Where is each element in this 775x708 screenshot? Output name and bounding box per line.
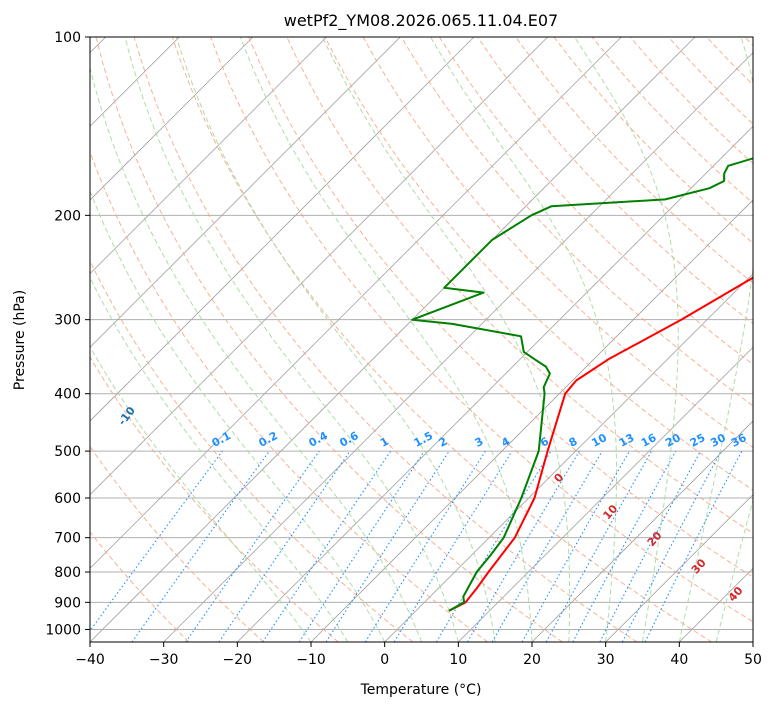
dry-adiabat-line [90, 531, 190, 642]
dry-adiabat-line [90, 150, 488, 642]
isotherm-line [605, 494, 753, 642]
dry-adiabat-line [95, 37, 563, 642]
mixing-ratio-line [572, 450, 677, 642]
y-tick-label: 200 [54, 208, 81, 224]
dry-adiabat-line [210, 37, 753, 623]
isotherm-line [384, 273, 753, 642]
x-tick-label: 0 [380, 652, 389, 668]
y-axis-label: Pressure (hPa) [12, 290, 28, 390]
y-tick-label: 700 [54, 531, 81, 547]
dry-adiabat-line [248, 37, 753, 578]
isotherm-line [90, 37, 696, 642]
isotherm-line [90, 37, 622, 569]
moist-adiabat-line [90, 65, 422, 642]
y-tick-label: 300 [54, 313, 81, 329]
moist-adiabat-line [322, 37, 571, 642]
x-axis-label: Temperature (°C) [360, 682, 482, 698]
sounding-series-line [411, 157, 753, 612]
x-tick-label: 40 [670, 652, 688, 668]
x-tick-label: −10 [296, 652, 326, 668]
plot-background [90, 37, 753, 642]
x-tick-label: 20 [523, 652, 541, 668]
moist-adiabat-line [90, 189, 386, 642]
dry-adiabat-line [324, 37, 753, 491]
dry-adiabat-line [90, 356, 339, 642]
isotherm-line [90, 37, 254, 201]
background-lines [90, 37, 753, 642]
moist-adiabat-line [239, 37, 533, 642]
x-tick-label: 30 [597, 652, 615, 668]
isotherm-line [163, 52, 753, 642]
y-tick-label: 900 [54, 595, 81, 611]
sounding-series-line [448, 276, 753, 612]
dry-adiabat-line [515, 37, 753, 284]
mixing-ratio-line [521, 450, 630, 642]
isotherm-line [90, 37, 548, 496]
y-tick-label: 600 [54, 491, 81, 507]
mixing-ratio-label: 36 [729, 431, 749, 450]
mixing-ratio-label: 20 [663, 431, 683, 450]
dry-adiabat-line [90, 259, 414, 642]
dry-adiabat-line [400, 37, 753, 407]
dry-adiabat-line [133, 37, 638, 642]
moist-adiabat-line [430, 37, 617, 642]
moist-adiabat-line [574, 37, 679, 642]
chart-title: wetPf2_YM08.2026.065.11.04.E07 [284, 11, 558, 31]
line-labels: 0.10.20.40.611.52346810131620253036-100-… [115, 404, 749, 604]
moist-adiabat-line [90, 345, 312, 642]
moist-adiabat-line [124, 37, 459, 642]
mixing-ratio-line [298, 450, 425, 642]
isotherm-line [531, 420, 753, 642]
mixing-ratio-line [325, 450, 450, 642]
mixing-ratio-label: 25 [688, 431, 708, 450]
mixing-ratio-label: 16 [639, 431, 659, 450]
moist-adiabat-line [90, 276, 349, 642]
mixing-ratio-label: 30 [708, 431, 728, 450]
y-tick-label: 800 [54, 565, 81, 581]
isotherm-line [237, 125, 753, 642]
mixing-ratio-line [218, 450, 351, 642]
dry-adiabat-line [438, 37, 753, 366]
mixing-ratio-line [393, 450, 513, 642]
mixing-ratio-line [185, 450, 320, 642]
y-tick-label: 100 [54, 30, 81, 46]
x-tick-label: 10 [449, 652, 467, 668]
isotherm-line [90, 37, 327, 275]
plot-frame [89, 36, 754, 643]
y-tick-label: 400 [54, 387, 81, 403]
mixing-ratio-line [90, 450, 223, 632]
data-lines [411, 157, 753, 612]
moist-adiabat-line [175, 37, 496, 642]
x-axis: −40 −30 −20 −10 0 10 20 30 40 50 [75, 642, 762, 668]
isotherm-line [90, 37, 475, 422]
x-tick-label: −20 [223, 652, 253, 668]
y-tick-label: 1000 [45, 622, 81, 638]
x-tick-label: −40 [75, 652, 105, 668]
mixing-ratio-line [131, 450, 270, 642]
x-tick-label: −30 [149, 652, 179, 668]
mixing-ratio-line [644, 450, 743, 642]
isotherm-line [90, 37, 401, 348]
y-tick-label: 500 [54, 444, 81, 460]
dry-adiabat-line [90, 445, 264, 642]
y-axis: 1000 900 800 700 600 500 400 300 200 100 [45, 30, 90, 638]
mixing-ratio-label: 13 [617, 431, 637, 450]
dry-adiabat-line [171, 37, 712, 642]
isotherm-line [458, 346, 753, 642]
mixing-ratio-label: 10 [589, 431, 609, 450]
mixing-ratio-line [545, 450, 653, 642]
x-tick-label: 50 [744, 652, 762, 668]
isotherm-line [752, 641, 753, 642]
moist-adiabat-line [678, 37, 753, 642]
mixing-ratio-line [262, 450, 392, 642]
moist-adiabat-line [715, 498, 753, 642]
